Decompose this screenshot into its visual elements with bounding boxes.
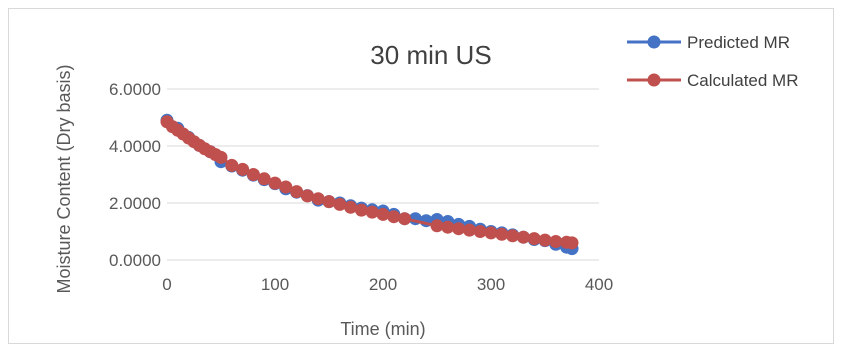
legend-item-predicted: Predicted MR xyxy=(627,33,790,52)
data-point-calculated-mr xyxy=(441,220,455,234)
data-point-calculated-mr xyxy=(452,222,466,236)
x-tick-label: 0 xyxy=(162,275,171,294)
data-point-calculated-mr xyxy=(387,210,401,224)
legend-marker-predicted xyxy=(647,35,661,49)
legend-item-calculated: Calculated MR xyxy=(627,71,799,90)
data-point-calculated-mr xyxy=(495,227,509,241)
data-point-calculated-mr xyxy=(225,158,239,172)
legend: Predicted MR Calculated MR xyxy=(627,33,799,90)
series-group xyxy=(160,113,579,256)
data-point-calculated-mr xyxy=(333,197,347,211)
data-point-calculated-mr xyxy=(257,172,271,186)
y-axis-label: Moisture Content (Dry basis) xyxy=(54,64,74,293)
series-line-calculated-mr xyxy=(166,120,573,245)
chart-frame: 0.0000 2.0000 4.0000 6.0000 0 100 200 300 400 3… xyxy=(8,8,834,344)
x-tick-label: 200 xyxy=(369,275,397,294)
x-tick-labels: 0 100 200 300 400 xyxy=(162,275,613,294)
data-point-calculated-mr xyxy=(236,162,250,176)
y-tick-label: 2.0000 xyxy=(109,194,161,213)
data-point-calculated-mr xyxy=(322,195,336,209)
gridlines-group xyxy=(167,88,599,204)
data-point-calculated-mr xyxy=(538,233,552,247)
data-point-calculated-mr xyxy=(527,232,541,246)
chart-svg: 0.0000 2.0000 4.0000 6.0000 0 100 200 300 400 3… xyxy=(54,33,799,339)
data-point-calculated-mr xyxy=(300,189,314,203)
legend-label-predicted: Predicted MR xyxy=(687,33,790,52)
legend-marker-calculated xyxy=(647,73,661,87)
data-point-calculated-mr xyxy=(290,185,304,199)
data-point-calculated-mr xyxy=(214,150,228,164)
data-point-calculated-mr xyxy=(516,230,530,244)
data-point-calculated-mr xyxy=(365,205,379,219)
data-point-calculated-mr xyxy=(354,203,368,217)
data-point-calculated-mr xyxy=(462,223,476,237)
data-point-calculated-mr xyxy=(398,212,412,226)
data-point-calculated-mr xyxy=(506,229,520,243)
chart-title: 30 min US xyxy=(370,40,491,70)
y-tick-label: 4.0000 xyxy=(109,137,161,156)
x-tick-label: 400 xyxy=(585,275,613,294)
data-point-calculated-mr xyxy=(430,219,444,233)
data-point-calculated-mr xyxy=(279,180,293,194)
data-point-calculated-mr xyxy=(268,176,282,190)
y-tick-label: 0.0000 xyxy=(109,251,161,270)
y-tick-labels: 0.0000 2.0000 4.0000 6.0000 xyxy=(109,80,161,270)
legend-label-calculated: Calculated MR xyxy=(687,71,799,90)
data-point-calculated-mr xyxy=(473,225,487,238)
x-axis-label: Time (min) xyxy=(340,319,425,339)
y-tick-label: 6.0000 xyxy=(109,80,161,99)
x-tick-label: 100 xyxy=(261,275,289,294)
x-tick-label: 300 xyxy=(477,275,505,294)
data-point-calculated-mr xyxy=(549,235,563,248)
data-point-calculated-mr xyxy=(484,226,498,240)
series-calculated-mr xyxy=(160,115,579,250)
data-point-calculated-mr xyxy=(311,192,325,206)
data-point-calculated-mr xyxy=(565,236,579,250)
data-point-calculated-mr xyxy=(246,168,260,181)
data-point-calculated-mr xyxy=(344,200,358,214)
data-point-calculated-mr xyxy=(376,207,390,221)
